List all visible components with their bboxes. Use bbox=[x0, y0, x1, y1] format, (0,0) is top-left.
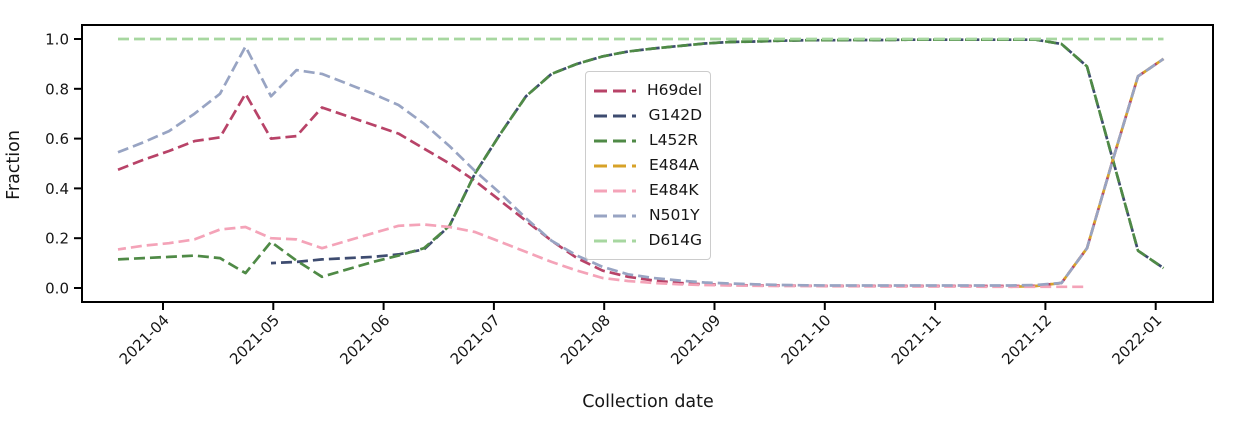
legend-item-H69del: H69del bbox=[594, 78, 702, 103]
y-axis-label: Fraction bbox=[4, 130, 24, 200]
x-tick-label: 2021-04 bbox=[116, 311, 173, 368]
series-line-H69del bbox=[117, 57, 1165, 288]
series-line-E484K bbox=[117, 223, 1087, 289]
y-tick-label: 0.0 bbox=[45, 280, 69, 298]
y-tick-label: 0.6 bbox=[45, 130, 69, 148]
x-tick-label: 2021-10 bbox=[778, 311, 835, 368]
x-axis-label: Collection date bbox=[582, 392, 714, 412]
x-tick-label: 2021-06 bbox=[336, 311, 393, 368]
legend-label: H69del bbox=[646, 80, 702, 99]
legend-dash-swatch bbox=[594, 89, 638, 92]
x-tick-label: 2022-01 bbox=[1108, 311, 1165, 368]
legend-item-G142D: G142D bbox=[594, 103, 702, 128]
y-tick-label: 0.4 bbox=[45, 180, 69, 198]
legend-dash-swatch bbox=[594, 189, 640, 192]
legend-item-L452R: L452R bbox=[594, 128, 702, 153]
legend-label: E484K bbox=[649, 180, 699, 199]
legend-label: L452R bbox=[649, 130, 698, 149]
legend-label: E484A bbox=[649, 155, 699, 174]
legend-item-E484A: E484A bbox=[594, 153, 702, 178]
legend-dash-swatch bbox=[594, 114, 640, 117]
y-tick-label: 0.8 bbox=[45, 80, 69, 98]
legend-dash-swatch bbox=[594, 239, 640, 242]
x-tick-label: 2021-05 bbox=[226, 311, 283, 368]
legend-item-N501Y: N501Y bbox=[594, 203, 702, 228]
x-tick-label: 2021-12 bbox=[998, 311, 1055, 368]
y-tick-label: 1.0 bbox=[45, 31, 69, 49]
x-tick-label: 2021-08 bbox=[557, 311, 614, 368]
x-tick-label: 2021-11 bbox=[888, 311, 945, 368]
legend-item-D614G: D614G bbox=[594, 228, 702, 253]
legend-label: N501Y bbox=[649, 205, 700, 224]
legend-dash-swatch bbox=[594, 214, 640, 217]
legend-label: G142D bbox=[648, 105, 702, 124]
legend-dash-swatch bbox=[594, 164, 640, 167]
y-tick-label: 0.2 bbox=[45, 230, 69, 248]
legend: H69del G142D L452R E484A E484K N501Y D614G bbox=[585, 71, 711, 260]
legend-item-E484K: E484K bbox=[594, 178, 702, 203]
legend-label: D614G bbox=[648, 230, 702, 249]
series-line-N501Y bbox=[117, 45, 1165, 287]
legend-dash-swatch bbox=[594, 139, 640, 142]
x-tick-label: 2021-09 bbox=[667, 311, 724, 368]
x-tick-label: 2021-07 bbox=[447, 311, 504, 368]
series-layer bbox=[117, 37, 1165, 289]
